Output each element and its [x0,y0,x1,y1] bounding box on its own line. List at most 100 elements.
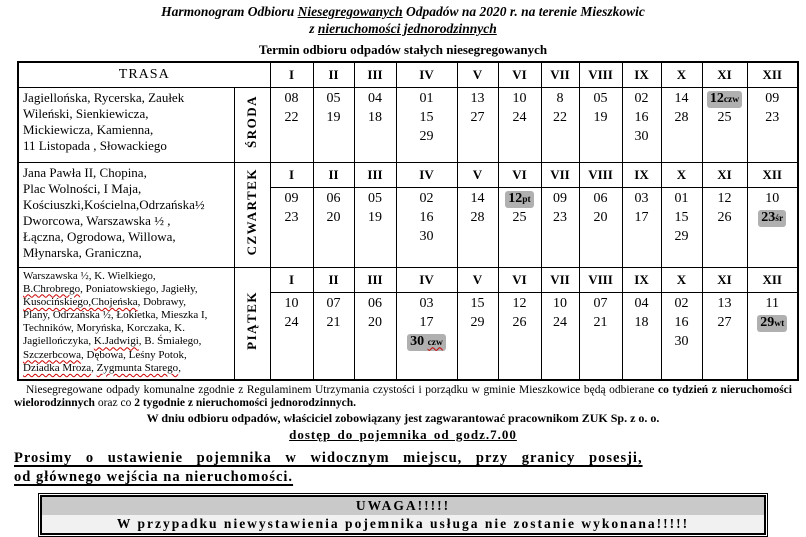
date-cell: 10 23śr [746,186,799,268]
day-abbrev: pt [522,194,531,205]
month-header: XI [701,161,748,188]
month-header: X [660,161,703,188]
street-text: Warszawska ½, K. Wielkiego, [23,269,156,282]
date-line: 07 [593,295,608,311]
date-cell: 01 15 29 [395,86,458,163]
date-cell: 12czw 25 [701,86,748,163]
month-header: XI [701,266,748,293]
month-header: XII [746,266,799,293]
date-line: 28 [470,209,485,225]
date-line: 15 [470,295,485,311]
date-line: 29 [674,228,689,244]
date-line: 30 [419,228,434,244]
highlighted-date: 23śr [758,209,787,227]
day-abbrev: wt [774,318,785,329]
date-line: 18 [368,109,382,125]
street-text: , [91,361,97,374]
month-header: I [269,266,314,293]
document-page: Harmonogram Odbioru Niesegregowanych Odp… [14,3,799,537]
street-text: , [178,361,181,374]
date-line: 16 [674,314,689,330]
date-line: 19 [593,109,608,125]
date-cell: 03 17 30 czw [395,291,458,381]
date-line: 29wt [749,313,797,332]
date-line: 12 [717,190,732,206]
month-header: III [353,61,397,88]
street-text: , B. Śmiałego, [138,335,202,348]
date-line: 11 [765,295,779,311]
date-line: 25 [717,109,732,125]
month-header: VIII [578,161,623,188]
date-cell: 04 18 [353,86,397,163]
date-line: 23 [553,209,567,225]
day-abbrev: czw [723,94,740,105]
month-header: I [269,161,314,188]
date-cell: 14 28 [456,186,499,268]
placement-request: Prosimy o ustawienie pojemnika w widoczn… [14,449,792,487]
table-header-row: TRASA I II III IV V VI VII VIII IX X XI XII [17,61,799,88]
date-cell: 07 21 [578,291,623,381]
date-line: 04 [634,295,649,311]
date-line: 16 [634,109,649,125]
day-label: PIĄTEK [244,291,259,351]
day-cell: CZWARTEK [233,161,271,268]
date-cell: 15 29 [456,291,499,381]
date-cell: 05 19 [353,186,397,268]
date-cell: 10 24 [269,291,314,381]
month-header: VI [497,266,542,293]
date-line: 08 [284,90,299,106]
date-line: 28 [674,109,689,125]
warning-box-inner: UWAGA!!!!! W przypadku niewystawienia po… [40,495,766,535]
date-line: 27 [717,314,732,330]
misspelled-street: K.Jadwigi [93,335,139,348]
month-header: XI [701,61,748,88]
month-header: III [353,161,397,188]
month-header: I [269,61,314,88]
date-cell: 04 18 [621,291,662,381]
misspelled-street: Kusocińskiego,Chojeńska [23,295,138,308]
footnote-bold-segment: co tydzień z nieruchomości wielorodzinny… [14,384,792,409]
streets-cell: Jana Pawła II, Chopina, Plac Wolności, I… [17,161,235,268]
date-line: 24 [284,314,299,330]
date-line: 30 [634,128,649,144]
date-line: 10 [284,295,299,311]
date-line: 02 [419,190,434,206]
month-header: X [660,61,703,88]
month-header: IV [395,61,458,88]
date-line: 09 [284,190,299,206]
footnote-access-time: dostęp do pojemnika od godz.7.00 [289,427,517,442]
date-cell: 07 21 [312,291,355,381]
placement-request-line-2: od głównego wejścia na nieruchomości. [14,469,294,485]
month-header: II [312,61,355,88]
street-text: , Dębowa, Leśny Potok, [81,348,187,361]
day-abbrev: śr [775,213,784,224]
date-cell: 09 23 [269,186,314,268]
date-line: 22 [553,109,567,125]
date-line: 29 [419,128,434,144]
month-header: XII [746,161,799,188]
streets-cell: Jagiellońska, Rycerska, Zaułek Wileński,… [17,86,235,163]
page-title: Harmonogram Odbioru Niesegregowanych Odp… [14,3,792,37]
date-line: 20 [326,209,341,225]
month-header: IV [395,161,458,188]
month-header: II [312,161,355,188]
date-line: 06 [368,295,382,311]
date-line: 22 [284,109,299,125]
title-line-1: Harmonogram Odbioru Niesegregowanych Odp… [161,4,645,19]
date-line: 15 [674,209,689,225]
date-line: 09 [553,190,567,206]
date-line: 26 [717,209,732,225]
date-line: 21 [593,314,608,330]
date-line: 10 [765,190,780,206]
street-text: Jagiellońska, Rycerska, Zaułek Wileński,… [23,89,185,153]
date-line: 21 [326,314,341,330]
date-cell: 12pt 25 [497,186,542,268]
date-cell: 02 16 30 [621,86,662,163]
month-header: IX [621,161,662,188]
date-cell: 05 19 [578,86,623,163]
misspelled-street: B.Chrobrego [23,282,81,295]
date-line: 15 [419,109,434,125]
month-header: VI [497,61,542,88]
date-cell: 02 16 30 [395,186,458,268]
date-line: 13 [470,90,485,106]
